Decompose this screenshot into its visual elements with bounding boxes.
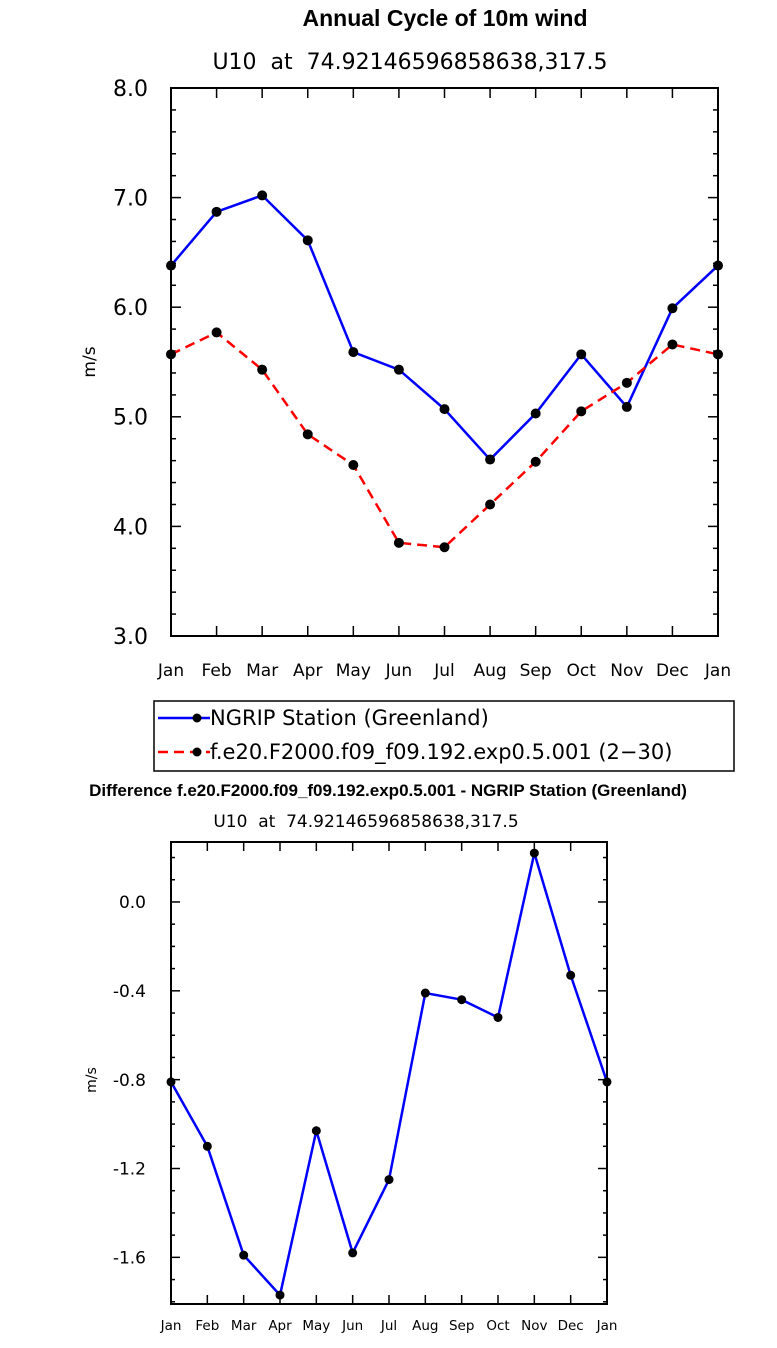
- chart2-xtick-label: Nov: [521, 1318, 547, 1334]
- chart1-series-1-point: [439, 542, 450, 553]
- chart2-title: Difference f.e20.F2000.f09_f09.192.exp0.…: [89, 781, 687, 800]
- chart2-series-0-point: [166, 1077, 176, 1087]
- chart1-subtitle: U10 at 74.92146596858638,317.5: [212, 50, 607, 75]
- chart1-series-0-point: [713, 260, 723, 271]
- chart1-series-0-point: [667, 303, 678, 314]
- chart1-xtick-label: Oct: [567, 661, 597, 681]
- chart2-series-0-point: [239, 1250, 249, 1260]
- chart1-series-0-point: [621, 401, 632, 412]
- chart2-xtick-label: Dec: [558, 1318, 584, 1334]
- chart1-series-0-point: [576, 349, 587, 360]
- chart1-ylabel: m/s: [80, 346, 100, 377]
- chart1-series-0-point: [439, 404, 450, 415]
- chart1-series-0-point: [348, 347, 359, 358]
- chart1-series-1-point: [530, 456, 541, 467]
- chart2-series-0-point: [384, 1175, 394, 1185]
- chart2-series-0-point: [457, 995, 467, 1005]
- chart1-ytick-label: 8.0: [113, 77, 148, 102]
- chart2-xtick-label: Oct: [486, 1318, 509, 1334]
- chart1-xtick-label: Jan: [157, 661, 184, 681]
- chart1-ytick-label: 6.0: [113, 296, 148, 321]
- chart2-xtick-label: Aug: [412, 1318, 438, 1334]
- chart2-xtick-label: Jul: [380, 1318, 397, 1334]
- chart2-xtick-label: Mar: [231, 1318, 257, 1334]
- chart1-series-1-point: [667, 339, 678, 350]
- chart1-series-1-point: [621, 377, 632, 388]
- chart1-ytick-label: 3.0: [113, 625, 148, 650]
- chart1-series-1-point: [211, 327, 222, 338]
- chart1-series-1-point: [576, 406, 587, 417]
- chart2-series-0-point: [602, 1077, 612, 1087]
- chart2-ytick-label: -0.8: [113, 1071, 146, 1091]
- chart1-ytick-label: 7.0: [113, 187, 148, 212]
- chart2-xtick-label: May: [302, 1318, 330, 1334]
- chart1-xtick-label: Nov: [610, 661, 643, 681]
- chart1-series-0-point: [302, 235, 313, 246]
- chart1-plot-frame: [170, 87, 719, 637]
- chart2-xtick-label: Jun: [341, 1318, 363, 1334]
- chart2-ylabel: m/s: [84, 1067, 100, 1093]
- chart1-series-0-point: [393, 364, 404, 375]
- chart1-series-1-point: [393, 537, 404, 548]
- chart2-series-0-point: [529, 848, 539, 858]
- chart1-title: Annual Cycle of 10m wind: [303, 5, 588, 31]
- chart1-xtick-label: Jan: [704, 661, 731, 681]
- chart1-ytick-label: 4.0: [113, 515, 148, 540]
- chart1-series-line-0: [170, 193, 719, 462]
- chart1-series-0-point: [485, 454, 496, 465]
- chart1-series-1-point: [348, 460, 359, 471]
- chart2-ytick-label: -1.2: [113, 1160, 146, 1180]
- chart1-xtick-label: Sep: [520, 661, 552, 681]
- chart2-xtick-label: Feb: [195, 1318, 219, 1334]
- chart2-xtick-label: Jan: [160, 1318, 182, 1334]
- chart1-series-0-point: [166, 260, 176, 271]
- legend-label-model: f.e20.F2000.f09_f09.192.exp0.5.001 (2−30…: [210, 740, 672, 765]
- chart2-series-0-point: [566, 970, 576, 980]
- chart2-xtick-label: Jan: [596, 1318, 618, 1334]
- legend-marker-model: [192, 747, 202, 757]
- chart1-xtick-label: Jul: [433, 661, 455, 681]
- chart2-plot-frame: [170, 841, 608, 1305]
- legend-label-ngrip: NGRIP Station (Greenland): [210, 706, 489, 730]
- chart1-series-1-point: [257, 364, 268, 375]
- chart1-series-0-point: [530, 408, 541, 419]
- chart1-series-0-point: [257, 190, 268, 201]
- chart1-series-1-point: [166, 349, 176, 360]
- chart2-series-0-point: [348, 1248, 358, 1258]
- chart1-xtick-label: May: [336, 661, 371, 681]
- chart2-series-0-point: [420, 988, 430, 998]
- chart2-xtick-label: Apr: [268, 1318, 292, 1334]
- chart2-ytick-label: 0.0: [119, 893, 146, 913]
- chart2-ytick-label: -1.6: [113, 1248, 146, 1268]
- chart1-series-line-1: [170, 330, 719, 549]
- chart2-series-0-point: [275, 1290, 285, 1300]
- chart2-series-line-0: [169, 848, 609, 1298]
- chart2-series-0-point: [493, 1012, 503, 1022]
- chart1-xtick-label: Mar: [246, 661, 278, 681]
- chart1-xtick-label: Dec: [656, 661, 689, 681]
- chart1-series-0-point: [211, 206, 222, 217]
- chart2-ytick-label: -0.4: [113, 982, 146, 1002]
- chart1-series-1-point: [713, 349, 723, 360]
- chart1-xtick-label: Apr: [293, 661, 322, 681]
- chart2-xtick-label: Sep: [449, 1318, 474, 1334]
- chart1-series-1-point: [485, 499, 496, 510]
- chart2-series-0-point: [202, 1141, 212, 1151]
- chart2-subtitle: U10 at 74.92146596858638,317.5: [213, 812, 518, 832]
- legend-marker-ngrip: [192, 713, 202, 723]
- chart1-ytick-label: 5.0: [113, 406, 148, 431]
- chart1-xtick-label: Feb: [202, 661, 232, 681]
- chart1-legend-box: [153, 700, 735, 772]
- chart2-series-0-point: [311, 1126, 321, 1136]
- chart1-xtick-label: Aug: [473, 661, 506, 681]
- chart1-series-1-point: [302, 429, 313, 440]
- chart1-xtick-label: Jun: [385, 661, 413, 681]
